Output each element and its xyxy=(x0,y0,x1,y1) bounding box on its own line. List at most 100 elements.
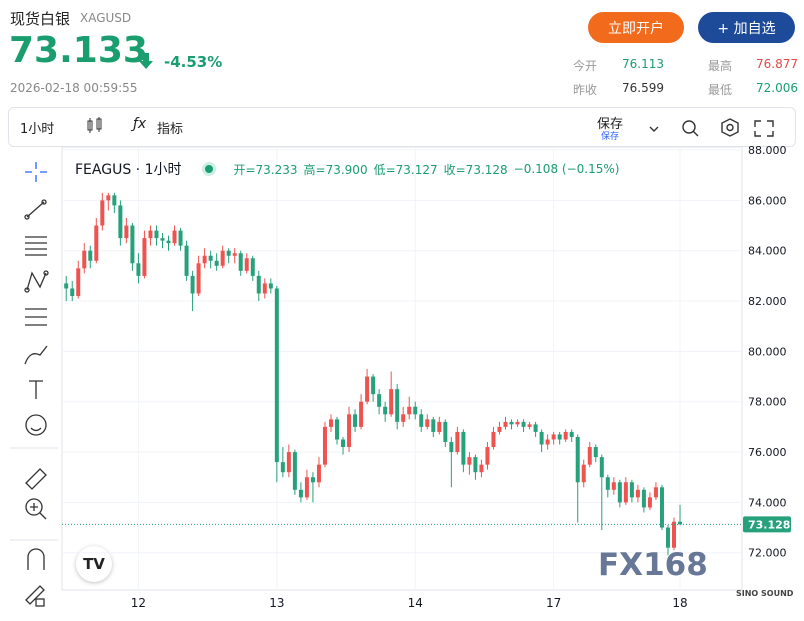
add-watchlist-button[interactable]: + 加自选 xyxy=(698,12,795,43)
candle-body xyxy=(401,414,406,422)
candle-body xyxy=(617,482,622,503)
candle-body xyxy=(82,250,87,269)
stat-value: 76.113 xyxy=(622,57,664,71)
candle-body xyxy=(184,245,189,276)
side-tools xyxy=(10,162,58,607)
toolbar-icons xyxy=(649,118,774,137)
candle-body xyxy=(485,447,490,465)
candle-body xyxy=(190,275,195,294)
x-tick-label: 14 xyxy=(408,596,423,610)
candle-body xyxy=(154,230,159,239)
candle-body xyxy=(515,421,520,425)
candle-body xyxy=(533,424,538,432)
legend-item: 高=73.900 xyxy=(303,162,368,177)
tv-logo: TV xyxy=(76,546,112,582)
legend: FEAGUS · 1小时 开=73.233 高=73.900 低=73.127 收=7… xyxy=(75,159,619,179)
candle-body xyxy=(449,441,454,453)
stat-label: 今开 xyxy=(573,59,598,73)
stat-label: 最高 xyxy=(708,59,733,73)
candle-body xyxy=(220,250,225,266)
y-tick-label: 74.000 xyxy=(748,496,787,509)
candle-body xyxy=(653,487,658,498)
candle-body xyxy=(244,258,249,271)
y-tick-label: 88.000 xyxy=(748,144,787,157)
candle-body xyxy=(557,434,562,440)
candle-body xyxy=(226,250,231,256)
fx-icon[interactable]: ƒx xyxy=(133,116,147,132)
candle-body xyxy=(250,258,255,276)
candle-body xyxy=(431,419,436,432)
candle-body xyxy=(407,406,412,415)
candle-body xyxy=(100,200,105,226)
stat-label: 昨收 xyxy=(573,83,598,97)
y-tick-label: 72.000 xyxy=(748,547,787,560)
candle-body xyxy=(335,419,340,440)
plot-frame xyxy=(61,146,743,591)
candle-body xyxy=(527,424,532,427)
candle-body xyxy=(569,431,574,437)
candle-body xyxy=(64,283,69,289)
candle-body xyxy=(130,225,135,264)
candle-body xyxy=(94,225,99,261)
candle-body xyxy=(316,464,321,483)
y-tick-label: 80.000 xyxy=(748,345,787,358)
stat-label: 最低 xyxy=(708,83,733,97)
candle-body xyxy=(359,401,364,427)
x-tick-label: 12 xyxy=(131,596,146,610)
candle-body xyxy=(629,482,634,498)
indicators[interactable]: 指标 xyxy=(157,122,184,137)
candle-body xyxy=(443,421,448,442)
candle-body xyxy=(455,431,460,453)
candle-body xyxy=(461,431,466,465)
candle-body xyxy=(395,389,400,422)
save-sub: 保存 xyxy=(601,132,620,142)
save[interactable]: 保存 xyxy=(597,117,624,132)
candle-body xyxy=(262,283,267,294)
y-tick-label: 86.000 xyxy=(748,194,787,207)
y-tick-label: 82.000 xyxy=(748,295,787,308)
candle-body xyxy=(575,436,580,483)
candle-body xyxy=(587,447,592,465)
candle-body xyxy=(611,482,616,490)
candle-body xyxy=(136,263,141,276)
candle-body xyxy=(148,230,153,239)
candle-body xyxy=(70,288,75,297)
candle-body xyxy=(497,426,502,432)
candle-body xyxy=(521,421,526,427)
candle-body xyxy=(178,230,183,246)
candle-body xyxy=(413,406,418,415)
candle-body xyxy=(623,482,628,503)
watermark-sub: SINO SOUND xyxy=(736,589,794,598)
candle-body xyxy=(593,447,598,458)
candle-body xyxy=(509,421,514,425)
symbol: XAGUSD xyxy=(80,11,132,25)
candle-body xyxy=(118,205,123,239)
candle-body xyxy=(347,414,352,448)
candle-icon[interactable] xyxy=(86,116,104,136)
candle-body xyxy=(581,464,586,483)
y-tick-label: 76.000 xyxy=(748,446,787,459)
candle-body xyxy=(437,421,442,432)
candle-body xyxy=(88,250,93,261)
time: 2026-02-18 00:59:55 xyxy=(10,81,138,95)
stat-value: 72.006 xyxy=(756,81,798,95)
candle-body xyxy=(196,263,201,294)
candle-body xyxy=(599,457,604,478)
candle-body xyxy=(238,253,243,271)
candle-body xyxy=(365,376,370,402)
legend-item: 低=73.127 xyxy=(373,162,438,177)
candle-body xyxy=(425,419,430,427)
candle-body xyxy=(292,452,297,490)
candle-body xyxy=(479,464,484,473)
legend-item: −0.108 (−0.15%) xyxy=(513,162,620,176)
watermark: FX168 xyxy=(598,547,708,583)
interval[interactable]: 1小时 xyxy=(20,122,55,137)
candle-body xyxy=(353,414,358,427)
legend-item: 收=73.128 xyxy=(443,162,508,177)
open-account-button[interactable]: 立即开户 xyxy=(588,12,684,43)
candle-body xyxy=(208,255,213,261)
candle-body xyxy=(76,268,81,297)
x-tick-label: 17 xyxy=(546,596,561,610)
stat-value: 76.877 xyxy=(756,57,798,71)
